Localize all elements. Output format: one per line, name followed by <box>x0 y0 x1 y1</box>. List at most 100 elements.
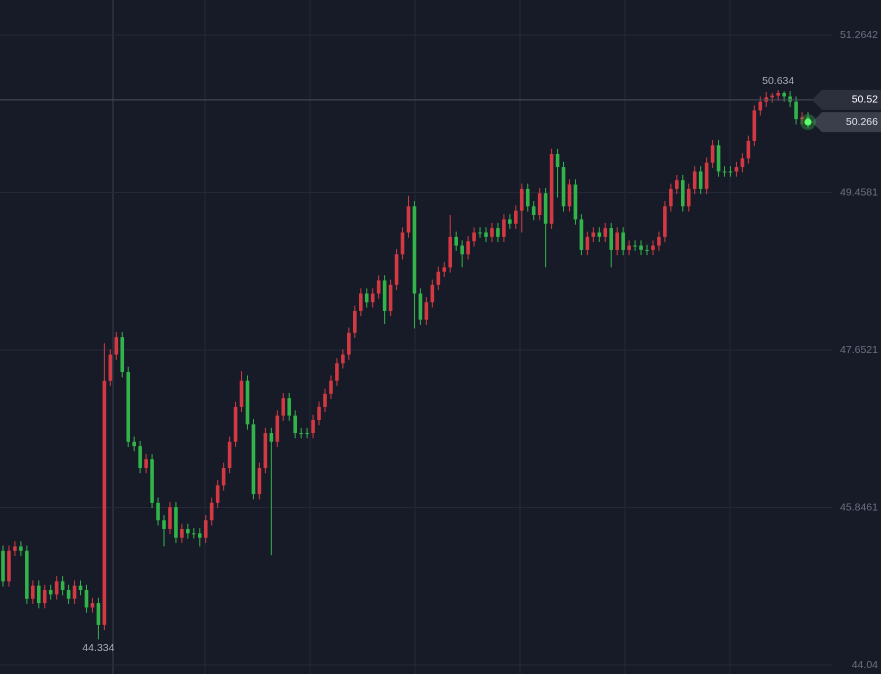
candle-body <box>466 241 470 255</box>
candle-body <box>478 232 482 234</box>
candle-body <box>752 110 757 141</box>
candle-body <box>698 171 703 189</box>
candle-body <box>782 92 786 97</box>
candle-body <box>800 117 804 120</box>
candle-body <box>358 293 363 311</box>
candle-body <box>490 228 494 237</box>
candle-body <box>585 236 590 250</box>
candle-body <box>48 590 53 595</box>
candle-body <box>96 603 101 625</box>
candle-body <box>627 245 631 250</box>
candle-body <box>203 520 208 538</box>
candle-body <box>770 95 775 98</box>
candle-body <box>680 180 685 207</box>
candle-body <box>502 219 506 237</box>
candle-body <box>126 372 131 442</box>
candle-body <box>406 206 411 233</box>
candle-body <box>394 254 399 285</box>
candle-body <box>329 380 333 394</box>
candle-body <box>72 585 77 599</box>
candle-body <box>132 441 136 447</box>
candle-body <box>543 193 548 224</box>
candle-body <box>525 188 530 207</box>
candle-body <box>66 590 71 599</box>
candle-body <box>299 433 303 435</box>
candle-body <box>567 184 572 207</box>
candle-body <box>192 533 196 535</box>
candle-body <box>90 603 95 608</box>
candle-body <box>710 145 715 163</box>
candle-body <box>209 502 214 521</box>
candle-body <box>174 507 178 538</box>
candle-body <box>412 206 417 294</box>
candle-body <box>454 236 458 246</box>
candle-body <box>388 284 393 311</box>
candle-body <box>239 380 244 407</box>
candle-body <box>78 585 83 591</box>
last-price-dot <box>804 118 812 126</box>
candle-body <box>13 546 17 551</box>
vertical-grid <box>112 0 731 674</box>
candle-body <box>692 171 697 189</box>
candle-body <box>704 162 709 189</box>
candle-body <box>7 550 11 582</box>
candle-body <box>663 206 667 237</box>
candle-body <box>227 441 232 468</box>
min-label: 44.334 <box>82 642 114 654</box>
candle-body <box>1 550 5 582</box>
candle-body <box>633 245 637 247</box>
candle-body <box>311 419 315 434</box>
y-tick-label: 45.8461 <box>840 501 878 513</box>
candle-body <box>555 154 560 168</box>
candle-body <box>508 219 512 224</box>
candle-body <box>561 167 566 207</box>
candle-body <box>794 101 798 120</box>
candle-body <box>186 528 190 534</box>
candle-body <box>716 145 721 172</box>
candle-body <box>424 302 429 320</box>
max-label: 50.634 <box>762 75 794 87</box>
candle-body <box>25 550 29 599</box>
candle-body <box>519 188 524 211</box>
candle-body <box>603 228 608 237</box>
candle-body <box>400 232 405 255</box>
candle-body <box>269 433 274 442</box>
candle-body <box>740 158 745 168</box>
candle-body <box>549 154 554 224</box>
candle-body <box>591 232 596 237</box>
candle-body <box>615 232 619 250</box>
candle-body <box>347 332 351 355</box>
candle-body <box>60 581 65 591</box>
candle-body <box>84 590 89 608</box>
candle-body <box>144 459 148 468</box>
candle-body <box>102 380 107 625</box>
candle-body <box>686 188 691 207</box>
candle-body <box>758 101 763 111</box>
candle-body <box>645 249 649 251</box>
candle-body <box>448 236 453 268</box>
candle-body <box>460 245 464 255</box>
candle-body <box>436 271 441 285</box>
candle-body <box>42 590 47 604</box>
candle-body <box>621 232 625 250</box>
candle-body <box>335 363 339 381</box>
candle-body <box>305 433 309 435</box>
candle-body <box>669 188 673 207</box>
candle-body <box>31 585 35 599</box>
candle-body <box>180 528 184 538</box>
candle-body <box>597 232 602 237</box>
candle-body <box>609 228 614 250</box>
candle-body <box>484 232 488 237</box>
candle-body <box>156 502 160 521</box>
candle-body <box>746 140 751 159</box>
candle-body <box>281 398 286 416</box>
candle-body <box>472 232 476 242</box>
candle-body <box>317 406 321 420</box>
candle-body <box>245 380 250 425</box>
candle-body <box>197 533 202 538</box>
last-price-box <box>812 112 881 133</box>
candle-body <box>442 267 447 272</box>
candle-body <box>382 280 387 311</box>
candle-body <box>341 354 345 364</box>
